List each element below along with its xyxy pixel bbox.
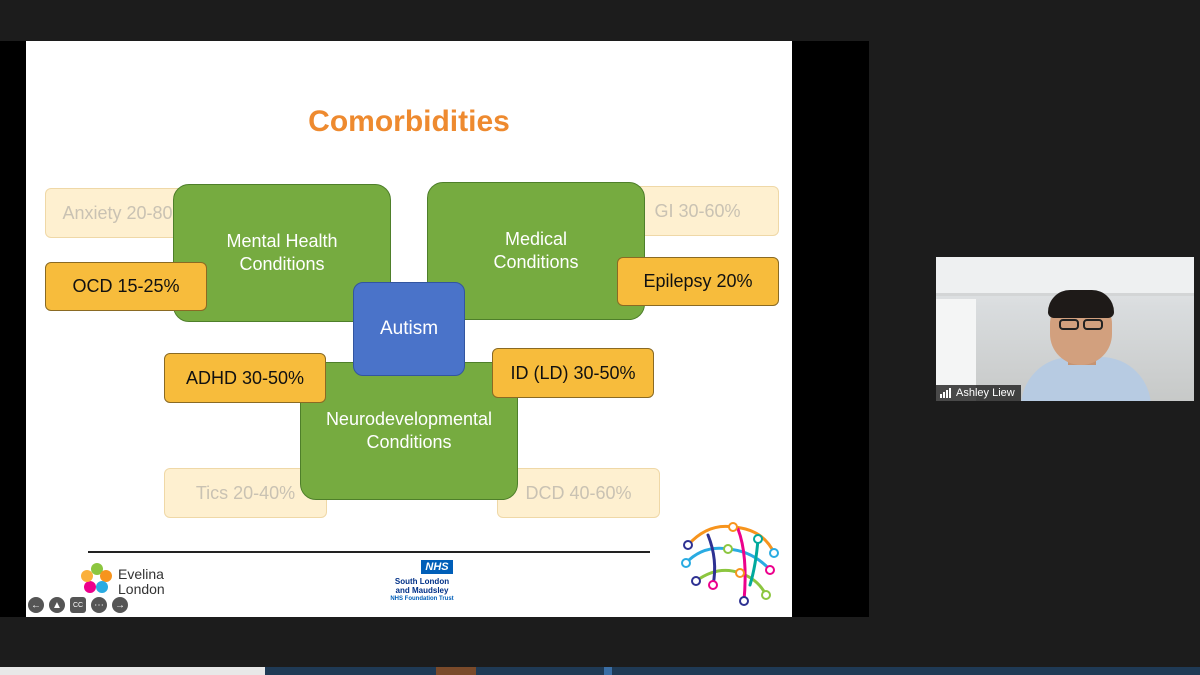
participant-video-tile[interactable]: Ashley Liew bbox=[936, 257, 1194, 401]
nhs-badge: NHS bbox=[421, 560, 453, 574]
next-slide-icon[interactable]: → bbox=[112, 597, 128, 613]
glasses-icon bbox=[1055, 319, 1107, 331]
slam-line-2: and Maudsley bbox=[395, 586, 449, 595]
previous-slide-icon[interactable]: ← bbox=[28, 597, 44, 613]
tag-dcd: DCD 40-60% bbox=[497, 468, 660, 518]
tag-adhd: ADHD 30-50% bbox=[164, 353, 326, 403]
category-neurodevelopmental: Neurodevelopmental Conditions bbox=[300, 362, 518, 500]
participant-name: Ashley Liew bbox=[956, 387, 1015, 399]
signal-strength-icon bbox=[940, 388, 951, 398]
more-options-icon[interactable]: ⋯ bbox=[91, 597, 107, 613]
slam-line-3: NHS Foundation Trust bbox=[390, 596, 454, 602]
slide-controls: ← ▲ CC ⋯ → bbox=[28, 597, 128, 613]
footer-divider bbox=[88, 551, 650, 553]
presenter-hair bbox=[1048, 290, 1114, 318]
slam-logo: NHS South London and Maudsley NHS Founda… bbox=[382, 557, 462, 604]
evelina-london-logo: Evelina London bbox=[80, 561, 190, 601]
tag-id: ID (LD) 30-50% bbox=[492, 348, 654, 398]
center-autism: Autism bbox=[353, 282, 465, 376]
ceiling-background bbox=[936, 257, 1194, 296]
flower-icon bbox=[81, 563, 112, 593]
slam-line-1: South London bbox=[394, 577, 450, 586]
laser-pointer-icon[interactable]: ▲ bbox=[49, 597, 65, 613]
tag-tics: Tics 20-40% bbox=[164, 468, 327, 518]
participant-name-tag: Ashley Liew bbox=[936, 385, 1021, 401]
taskbar bbox=[0, 667, 1200, 675]
presentation-slide: Comorbidities Anxiety 20-80% GI 30-60% T… bbox=[26, 41, 792, 617]
tag-ocd: OCD 15-25% bbox=[45, 262, 207, 311]
slide-title: Comorbidities bbox=[308, 105, 510, 138]
captions-icon[interactable]: CC bbox=[70, 597, 86, 613]
window-background bbox=[936, 299, 976, 401]
evelina-text: Evelina London bbox=[118, 566, 165, 597]
brain-network-logo bbox=[681, 522, 779, 606]
tag-epilepsy: Epilepsy 20% bbox=[617, 257, 779, 306]
